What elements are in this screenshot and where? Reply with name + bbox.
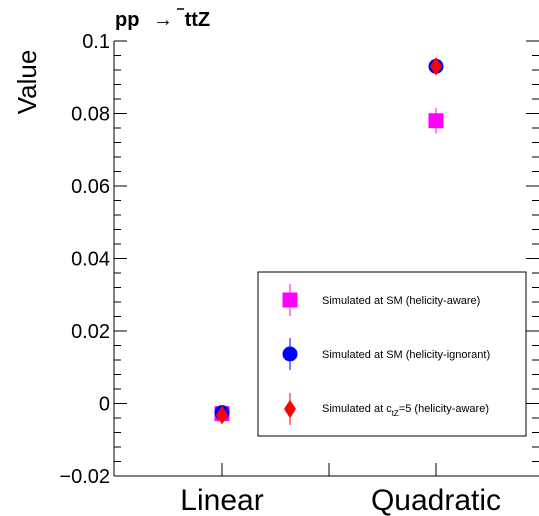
- diamond-marker: [430, 57, 442, 76]
- legend-markers: [282, 284, 298, 425]
- title-t1: t: [185, 9, 192, 31]
- y-tick-label: 0.08: [71, 104, 110, 126]
- legend-label-sm-ignorant: Simulated at SM (helicity-ignorant): [322, 349, 490, 361]
- y-tick-label: 0.1: [82, 31, 110, 53]
- square-marker: [428, 113, 444, 129]
- data-point-square-quadratic: [428, 108, 444, 134]
- chart-title: pp → ttZ: [115, 9, 210, 31]
- y-tick-label: −0.02: [59, 466, 110, 488]
- legend-marker-circle: [282, 338, 298, 370]
- x-ticks: [221, 463, 437, 476]
- title-arrow: →: [153, 9, 173, 31]
- circle-marker: [282, 346, 298, 362]
- y-axis-label: Value: [12, 50, 42, 115]
- title-prefix: pp: [115, 9, 139, 31]
- legend-box: [257, 271, 527, 437]
- y-tick-label: 0.04: [71, 249, 110, 271]
- diamond-marker: [284, 399, 296, 419]
- data-point-diamond-quadratic: [430, 57, 442, 76]
- title-z: Z: [198, 9, 210, 31]
- diamond-marker: [216, 405, 228, 425]
- category-label-linear: Linear: [180, 484, 263, 516]
- legend-marker-diamond: [284, 393, 296, 425]
- y-tick-label: 0: [99, 394, 110, 416]
- legend: Simulated at SM (helicity-aware) Simulat…: [257, 271, 527, 437]
- legend-label-ctz5-sub: tZ: [392, 409, 399, 418]
- y-tick-label: 0.02: [71, 321, 110, 343]
- data-point-diamond-linear: [216, 405, 228, 425]
- title-tbar: t: [191, 9, 198, 31]
- legend-label-ctz5-after: =5 (helicity-aware): [399, 403, 489, 415]
- legend-marker-square: [282, 284, 298, 316]
- legend-label-ctz5-aware: Simulated at ctZ=5 (helicity-aware): [322, 403, 489, 418]
- legend-label-ctz5-before: Simulated at c: [322, 403, 392, 415]
- legend-label-sm-aware: Simulated at SM (helicity-aware): [322, 295, 480, 307]
- square-marker: [282, 292, 298, 308]
- category-label-quadratic: Quadratic: [371, 484, 501, 516]
- y-tick-label: 0.06: [71, 176, 110, 198]
- data-points: [214, 57, 444, 425]
- y-ticks: −0.02 0 0.02 0.04 0.06 0.08 0.1: [59, 31, 539, 488]
